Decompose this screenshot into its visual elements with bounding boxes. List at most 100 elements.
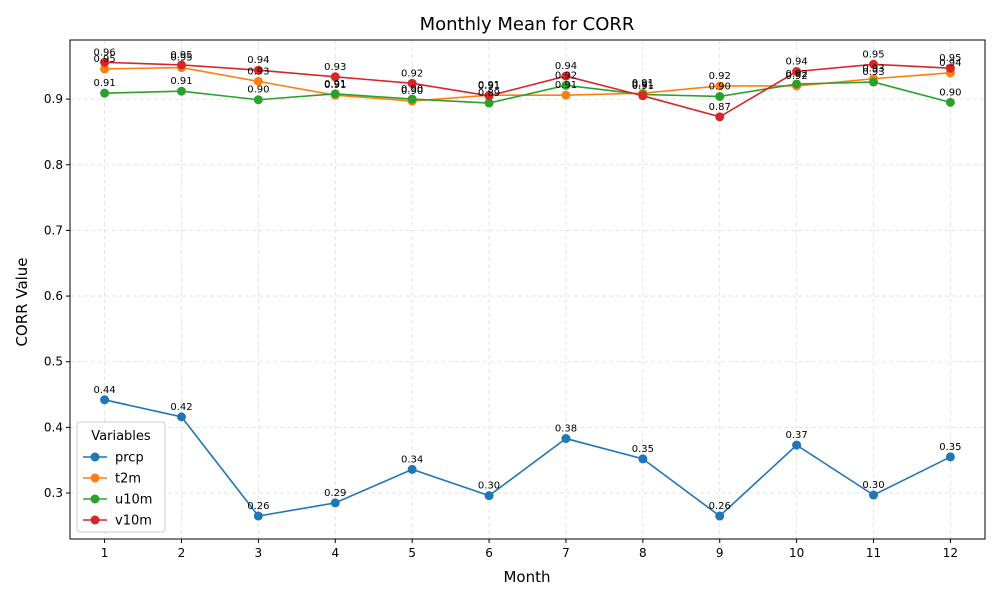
- data-point-v10m: [484, 91, 494, 101]
- data-point-t2m: [253, 76, 263, 86]
- data-label-prcp: 0.42: [170, 402, 192, 413]
- y-tick-label: 0.5: [44, 355, 63, 369]
- data-point-v10m: [561, 71, 571, 81]
- data-point-t2m: [100, 64, 110, 74]
- data-point-t2m: [715, 81, 725, 91]
- data-label-t2m: 0.92: [709, 71, 731, 82]
- data-label-prcp: 0.35: [632, 444, 654, 455]
- series-line-prcp: [104, 399, 951, 518]
- data-label-u10m: 0.91: [324, 79, 346, 90]
- series-line-t2m: [104, 66, 951, 102]
- x-tick-label: 12: [943, 546, 958, 560]
- data-point-u10m: [253, 95, 263, 105]
- data-label-t2m: 0.93: [862, 64, 884, 75]
- data-point-prcp: [407, 464, 417, 474]
- data-label-v10m: 0.94: [555, 61, 577, 72]
- data-point-t2m: [561, 90, 571, 100]
- data-point-u10m: [407, 94, 417, 104]
- y-tick-label: 0.7: [44, 223, 63, 237]
- data-point-prcp: [330, 498, 340, 508]
- chart-title: Monthly Mean for CORR: [420, 14, 635, 35]
- x-axis-label: Month: [503, 568, 550, 586]
- data-label-u10m: 0.92: [785, 69, 807, 80]
- data-point-v10m: [330, 72, 340, 82]
- series-layer: [100, 57, 955, 521]
- data-label-t2m: 0.95: [170, 53, 192, 64]
- data-label-t2m: 0.91: [555, 80, 577, 91]
- data-point-u10m: [792, 79, 802, 89]
- data-label-t2m: 0.91: [478, 80, 500, 91]
- data-label-v10m: 0.96: [93, 47, 115, 58]
- data-point-u10m: [176, 86, 186, 96]
- axis-ticks: 1 2 3 4 5 6 7 8 9 10 11 120.30.40.50.60.70.80.9: [44, 92, 958, 560]
- data-label-u10m: 0.89: [478, 88, 500, 99]
- data-label-u10m: 0.91: [93, 78, 115, 89]
- series-line-v10m: [104, 61, 951, 118]
- x-tick-label: 1: [101, 546, 109, 560]
- data-point-u10m: [484, 98, 494, 108]
- data-point-prcp: [176, 412, 186, 422]
- legend-swatch-marker-t2m: [90, 473, 100, 483]
- data-point-v10m: [100, 57, 110, 67]
- data-label-v10m: 0.95: [170, 50, 192, 61]
- data-label-v10m: 0.92: [401, 68, 423, 79]
- data-label-v10m: 0.91: [632, 81, 654, 92]
- data-label-v10m: 0.87: [709, 102, 731, 113]
- data-point-prcp: [792, 440, 802, 450]
- grid: [70, 40, 985, 539]
- y-axis-label: CORR Value: [13, 257, 31, 346]
- data-label-u10m: 0.90: [939, 87, 961, 98]
- x-tick-label: 2: [178, 546, 186, 560]
- series-line-u10m: [104, 81, 951, 104]
- data-label-prcp: 0.29: [324, 488, 346, 499]
- data-label-v10m: 0.93: [324, 62, 346, 73]
- data-label-prcp: 0.34: [401, 454, 423, 465]
- data-point-prcp: [561, 434, 571, 444]
- data-point-u10m: [715, 91, 725, 101]
- data-label-prcp: 0.37: [785, 430, 807, 441]
- x-tick-label: 11: [866, 546, 881, 560]
- legend-entry-v10m: v10m: [115, 514, 152, 529]
- data-label-t2m: 0.95: [93, 54, 115, 65]
- legend-title: Variables: [91, 429, 151, 444]
- data-label-t2m: 0.90: [401, 86, 423, 97]
- data-labels: 0.44 0.42 0.26 0.29 0.34 0.30 0.38 0.35 0.26 0.37…: [93, 47, 961, 512]
- data-label-t2m: 0.91: [324, 80, 346, 91]
- legend-entry-prcp: prcp: [115, 451, 144, 466]
- plot-frame: [69, 39, 986, 540]
- data-point-u10m: [869, 77, 879, 87]
- data-label-u10m: 0.90: [247, 85, 269, 96]
- data-label-u10m: 0.90: [709, 81, 731, 92]
- data-point-u10m: [330, 89, 340, 99]
- data-point-v10m: [945, 63, 955, 73]
- data-label-u10m: 0.91: [170, 76, 192, 87]
- data-label-prcp: 0.44: [93, 385, 115, 396]
- data-label-u10m: 0.90: [401, 84, 423, 95]
- data-point-v10m: [176, 60, 186, 70]
- y-tick-label: 0.6: [44, 289, 63, 303]
- data-label-v10m: 0.94: [247, 55, 269, 66]
- data-point-v10m: [253, 65, 263, 75]
- data-label-t2m: 0.92: [785, 71, 807, 82]
- data-label-u10m: 0.91: [632, 79, 654, 90]
- data-point-prcp: [638, 454, 648, 464]
- data-point-prcp: [945, 452, 955, 462]
- legend-entry-t2m: t2m: [115, 472, 141, 487]
- x-tick-label: 4: [331, 546, 339, 560]
- legend-swatch-marker-u10m: [90, 494, 100, 504]
- x-tick-label: 9: [716, 546, 724, 560]
- data-label-prcp: 0.26: [247, 501, 269, 512]
- data-point-prcp: [253, 511, 263, 521]
- legend-swatch-marker-v10m: [90, 515, 100, 525]
- legend-entry-u10m: u10m: [115, 493, 152, 508]
- data-label-v10m: 0.95: [862, 49, 884, 60]
- y-tick-label: 0.9: [44, 92, 63, 106]
- legend-swatch-marker-prcp: [90, 452, 100, 462]
- data-label-prcp: 0.26: [709, 501, 731, 512]
- legend-box: [76, 421, 166, 533]
- x-tick-label: 8: [639, 546, 647, 560]
- data-label-u10m: 0.92: [555, 70, 577, 81]
- data-label-u10m: 0.93: [862, 67, 884, 78]
- data-label-v10m: 0.91: [478, 81, 500, 92]
- data-label-prcp: 0.30: [862, 480, 884, 491]
